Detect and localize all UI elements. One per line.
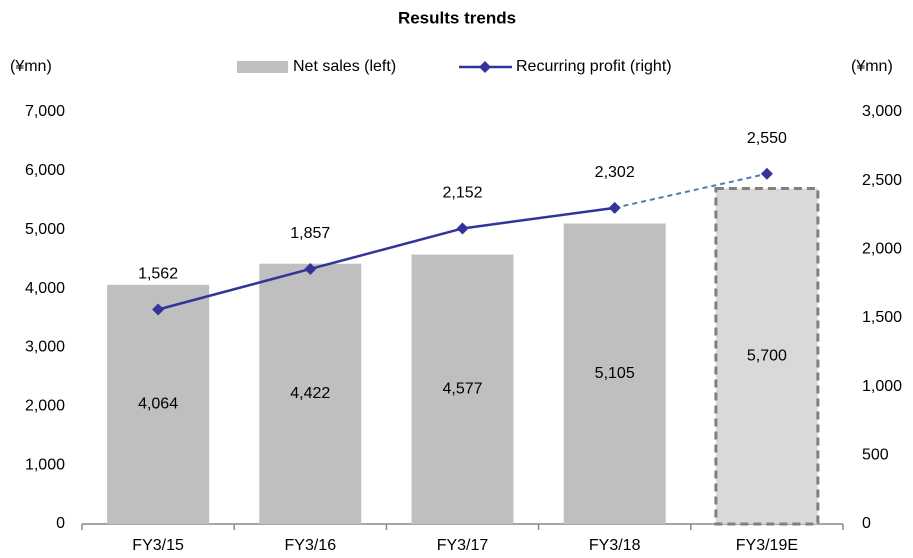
y2-tick-label: 3,000 — [862, 103, 902, 120]
legend-label: Net sales (left) — [293, 58, 396, 75]
y2-tick-label: 2,500 — [862, 172, 902, 189]
line-value-label: 2,152 — [442, 185, 482, 202]
x-tick-label: FY3/16 — [285, 537, 337, 554]
line-value-label: 1,562 — [138, 266, 178, 283]
line-marker — [304, 262, 317, 275]
y-tick-label: 3,000 — [25, 339, 65, 356]
y2-tick-label: 0 — [862, 515, 871, 532]
y-tick-label: 7,000 — [25, 103, 65, 120]
y2-tick-label: 1,500 — [862, 309, 902, 326]
line — [157, 206, 615, 311]
legend-label: Recurring profit (right) — [516, 58, 672, 75]
y-tick-label: 5,000 — [25, 221, 65, 238]
y-tick-label: 2,000 — [25, 398, 65, 415]
line-marker — [608, 201, 621, 214]
line-dashed — [614, 172, 768, 209]
y-unit: (¥mn) — [10, 58, 52, 75]
bar — [107, 284, 210, 524]
line-marker — [456, 222, 469, 235]
y-tick-label: 0 — [56, 515, 65, 532]
bar-value-label: 5,105 — [595, 365, 635, 382]
x-tick-label: FY3/15 — [132, 537, 184, 554]
legend-swatch — [479, 61, 491, 73]
line-marker — [760, 167, 773, 180]
line-value-label: 2,550 — [747, 130, 787, 147]
y-tick-label: 1,000 — [25, 456, 65, 473]
x-tick-label: FY3/18 — [589, 537, 641, 554]
y2-tick-label: 500 — [862, 447, 889, 464]
y-tick-label: 4,000 — [25, 280, 65, 297]
bar-value-label: 5,700 — [747, 347, 787, 364]
line-marker — [152, 303, 165, 316]
bar — [259, 263, 362, 524]
bar — [563, 223, 666, 524]
x-tick-label: FY3/17 — [437, 537, 489, 554]
y2-unit: (¥mn) — [851, 58, 893, 75]
y2-tick-label: 2,000 — [862, 241, 902, 258]
y2-tick-label: 1,000 — [862, 378, 902, 395]
bar-value-label: 4,064 — [138, 396, 178, 413]
line-value-label: 1,857 — [290, 225, 330, 242]
y-tick-label: 6,000 — [25, 162, 65, 179]
x-tick-label: FY3/19E — [736, 537, 798, 554]
legend-swatch — [237, 61, 288, 73]
bar — [411, 254, 514, 525]
chart-title: Results trends — [398, 8, 516, 27]
bar-value-label: 4,422 — [290, 385, 330, 402]
bar — [714, 187, 820, 526]
bar-value-label: 4,577 — [442, 381, 482, 398]
line-value-label: 2,302 — [595, 164, 635, 181]
